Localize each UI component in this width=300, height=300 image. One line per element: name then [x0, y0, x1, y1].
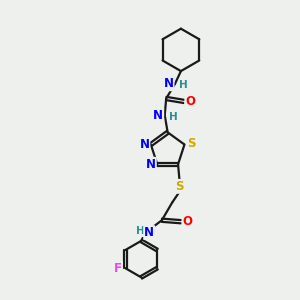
Text: N: N — [164, 77, 174, 90]
Text: N: N — [153, 109, 163, 122]
Text: H: H — [136, 226, 145, 236]
Text: N: N — [144, 226, 154, 239]
Text: H: H — [179, 80, 188, 90]
Text: H: H — [169, 112, 177, 122]
Text: S: S — [187, 136, 195, 150]
Text: N: N — [140, 138, 149, 151]
Text: O: O — [185, 95, 195, 108]
Text: F: F — [114, 262, 122, 275]
Text: N: N — [146, 158, 156, 171]
Text: S: S — [175, 180, 184, 193]
Text: O: O — [182, 215, 193, 228]
